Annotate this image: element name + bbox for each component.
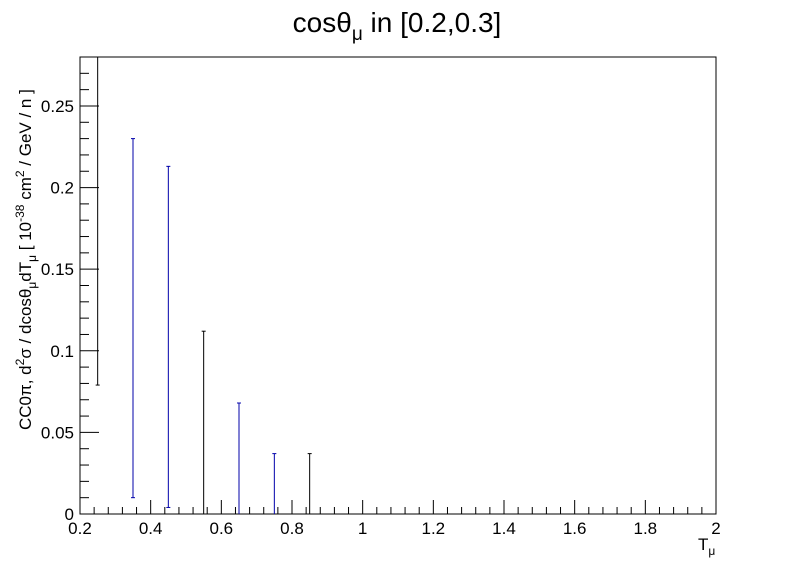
y-axis-label: CC0π, d2σ / dcosθμdTμ [ 10-38 cm2 / GeV … — [13, 89, 39, 430]
y-tick-label: 0.05 — [41, 423, 74, 442]
x-tick-label: 1.4 — [492, 519, 516, 538]
chart-title: cosθμ in [0.2,0.3] — [293, 7, 502, 45]
data-series — [95, 57, 312, 514]
x-tick-label: 0.4 — [139, 519, 163, 538]
x-tick-label: 1.6 — [563, 519, 587, 538]
x-tick-label: 1.2 — [422, 519, 446, 538]
x-tick-label: 0.8 — [280, 519, 304, 538]
x-tick-label: 1 — [358, 519, 367, 538]
y-tick-label: 0.2 — [50, 179, 74, 198]
y-axis-tick-labels: 0 0.05 0.1 0.15 0.2 0.25 — [41, 97, 74, 524]
y-tick-label: 0.1 — [50, 342, 74, 361]
x-tick-label: 0.2 — [68, 519, 92, 538]
x-axis-tick-labels: 0.2 0.4 0.6 0.8 1 1.2 1.4 1.6 1.8 2 — [68, 519, 721, 538]
y-tick-label: 0 — [65, 505, 74, 524]
x-tick-label: 0.6 — [210, 519, 234, 538]
x-tick-label: 2 — [711, 519, 720, 538]
y-tick-label: 0.25 — [41, 97, 74, 116]
y-tick-label: 0.15 — [41, 260, 74, 279]
plot-frame — [79, 56, 717, 515]
x-axis-label: Tμ — [698, 535, 715, 558]
y-axis-ticks — [80, 56, 99, 515]
x-tick-label: 1.8 — [634, 519, 658, 538]
x-axis-ticks — [79, 500, 717, 514]
